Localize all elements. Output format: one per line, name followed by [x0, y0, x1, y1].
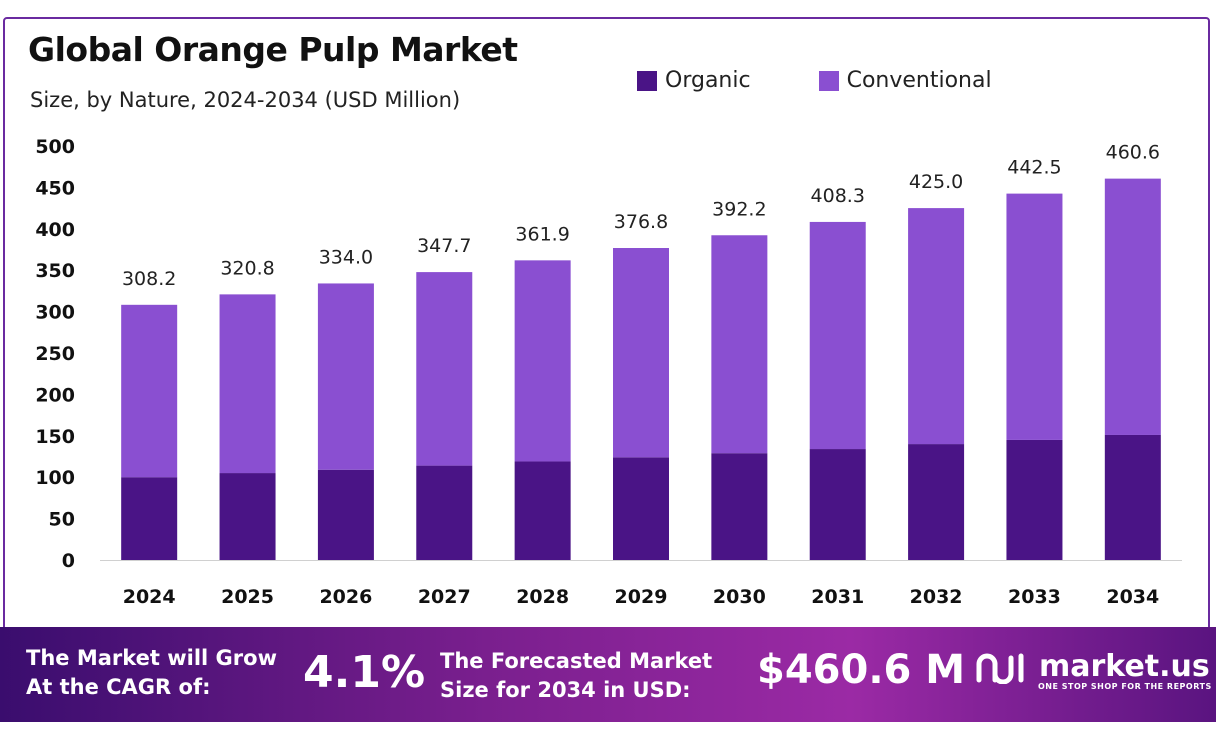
- x-tick-label: 2032: [910, 586, 963, 608]
- stacked-bar-chart: 0 50 100 150 200 250 300 350 400 450 500 308.2 2024 3…: [35, 136, 1182, 608]
- chart-title: Global Orange Pulp Market: [28, 30, 518, 69]
- y-tick-label: 50: [49, 509, 75, 531]
- bar-conventional: [1006, 193, 1063, 440]
- bar-organic: [1006, 439, 1063, 560]
- data-label-total: 425.0: [909, 171, 963, 193]
- x-tick-label: 2027: [418, 586, 471, 608]
- legend-item-conventional: Conventional: [818, 68, 992, 93]
- bar-organic: [908, 444, 965, 560]
- bar-organic: [219, 473, 276, 560]
- bar-conventional: [711, 235, 768, 454]
- bar-organic: [711, 453, 768, 560]
- bar-conventional: [416, 272, 473, 466]
- x-tick-label: 2030: [713, 586, 766, 608]
- data-label-total: 442.5: [1007, 157, 1061, 179]
- data-label-total: 308.2: [122, 268, 176, 290]
- forecast-value: $460.6 M: [757, 647, 966, 693]
- bar-conventional: [121, 304, 178, 478]
- y-tick-label: 100: [35, 467, 75, 489]
- forecast-label-line2: Size for 2034 in USD:: [440, 678, 691, 702]
- bar-organic: [809, 449, 866, 560]
- bar-organic: [416, 465, 473, 560]
- y-tick-label: 400: [35, 219, 75, 241]
- bar-organic: [613, 457, 669, 560]
- legend-swatch-conventional: [818, 70, 839, 91]
- y-tick-label: 200: [35, 384, 75, 406]
- legend-label-conventional: Conventional: [846, 68, 992, 93]
- legend-item-organic: Organic: [637, 68, 751, 93]
- y-tick-label: 500: [35, 136, 75, 158]
- market-us-logo-icon: [976, 653, 1024, 684]
- bar-conventional: [514, 260, 571, 462]
- bar-conventional: [1104, 178, 1161, 435]
- chart-subtitle: Size, by Nature, 2024-2034 (USD Million): [30, 88, 461, 112]
- data-label-total: 361.9: [515, 223, 569, 245]
- forecast-label: The Forecasted Market Size for 2034 in U…: [440, 647, 712, 705]
- y-tick-label: 0: [62, 550, 75, 572]
- x-tick-label: 2033: [1008, 586, 1061, 608]
- y-tick-label: 450: [35, 177, 75, 199]
- y-tick-label: 350: [35, 260, 75, 282]
- legend: Organic Conventional: [637, 68, 1060, 93]
- data-label-total: 392.2: [712, 198, 766, 220]
- y-tick-label: 150: [35, 426, 75, 448]
- cagr-label-line2: At the CAGR of:: [26, 675, 211, 699]
- x-tick-label: 2028: [516, 586, 569, 608]
- brand-name: market.us: [1039, 649, 1210, 684]
- cagr-label: The Market will Grow At the CAGR of:: [26, 644, 277, 702]
- data-label-total: 408.3: [811, 185, 865, 207]
- x-tick-label: 2034: [1106, 586, 1159, 608]
- footer-banner: The Market will Grow At the CAGR of: 4.1…: [0, 627, 1216, 722]
- brand-tagline: ONE STOP SHOP FOR THE REPORTS: [1038, 682, 1212, 691]
- bar-organic: [317, 469, 374, 560]
- bar-conventional: [809, 221, 866, 450]
- bar-conventional: [219, 294, 276, 474]
- data-label-total: 334.0: [319, 246, 373, 268]
- y-tick-label: 250: [35, 343, 75, 365]
- legend-swatch-organic: [637, 70, 657, 91]
- cagr-value: 4.1%: [303, 647, 426, 698]
- y-tick-label: 300: [35, 302, 75, 324]
- cagr-label-line1: The Market will Grow: [26, 646, 277, 670]
- x-tick-label: 2031: [811, 586, 864, 608]
- x-tick-label: 2025: [221, 586, 274, 608]
- x-tick-label: 2026: [319, 586, 372, 608]
- bar-organic: [1104, 434, 1161, 560]
- data-label-total: 460.6: [1106, 142, 1160, 164]
- data-label-total: 376.8: [614, 211, 668, 233]
- forecast-label-line1: The Forecasted Market: [440, 649, 713, 673]
- data-label-total: 320.8: [220, 257, 274, 279]
- bar-conventional: [613, 248, 669, 458]
- bar-organic: [514, 461, 571, 560]
- brand-logo: market.us: [975, 649, 1210, 684]
- bar-conventional: [908, 208, 965, 445]
- x-tick-label: 2029: [615, 586, 668, 608]
- bar-organic: [121, 477, 178, 560]
- bar-conventional: [317, 283, 374, 470]
- legend-label-organic: Organic: [665, 68, 751, 93]
- data-label-total: 347.7: [417, 235, 471, 257]
- x-tick-label: 2024: [123, 586, 176, 608]
